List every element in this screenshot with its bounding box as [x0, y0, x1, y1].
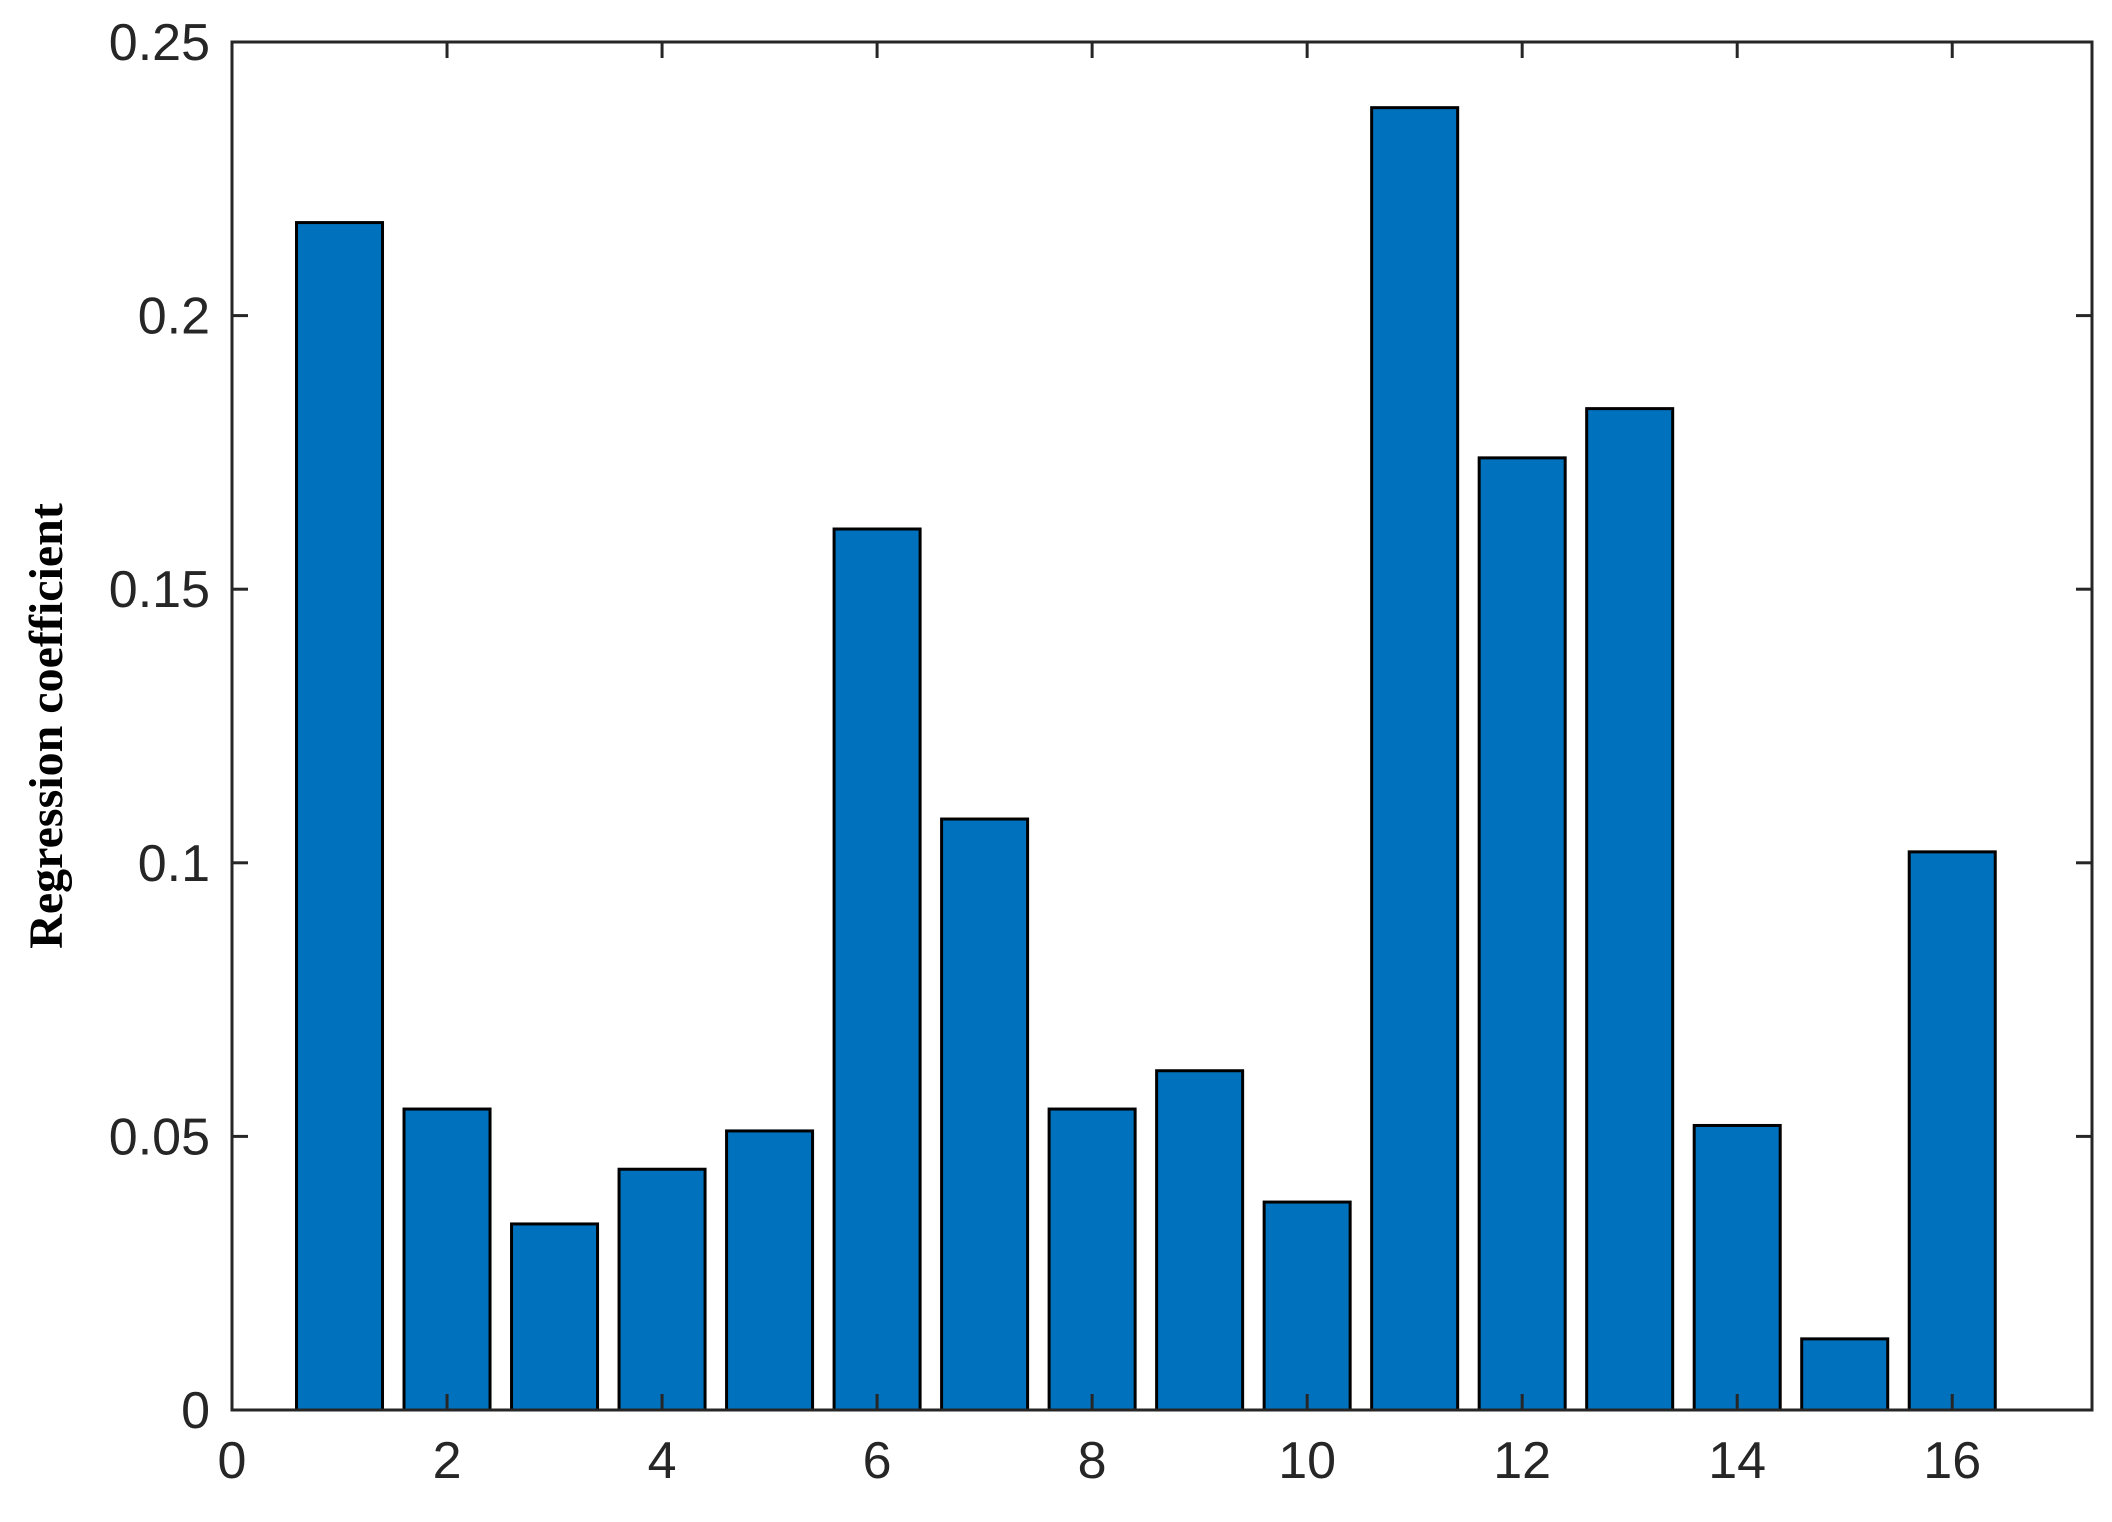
ticks-group — [230, 40, 2092, 1412]
plot-frame — [230, 40, 2094, 1412]
y-tick-label: 0.15 — [109, 561, 210, 619]
y-tick-label: 0.2 — [138, 288, 210, 346]
bar-14 — [1692, 1123, 1782, 1412]
bar-2 — [402, 1107, 492, 1412]
bar-1 — [295, 221, 385, 1412]
x-tick-label: 0 — [218, 1432, 247, 1490]
bar-3 — [510, 1222, 600, 1412]
bar-4 — [617, 1167, 707, 1412]
x-tick-label: 14 — [1708, 1432, 1766, 1490]
x-tick-label: 4 — [648, 1432, 677, 1490]
bar-9 — [1155, 1069, 1245, 1412]
bar-16 — [1907, 850, 1997, 1412]
bar-11 — [1370, 106, 1460, 1412]
bars-group — [295, 106, 1997, 1412]
y-tick-label: 0.05 — [109, 1108, 210, 1166]
x-tick-label: 10 — [1278, 1432, 1336, 1490]
y-axis-title: Regression coefficient — [20, 503, 73, 949]
y-tick-label: 0.1 — [138, 835, 210, 893]
bar-15 — [1800, 1337, 1890, 1412]
bar-6 — [832, 527, 922, 1412]
bar-13 — [1585, 407, 1675, 1412]
x-tick-label: 16 — [1923, 1432, 1981, 1490]
x-tick-label: 12 — [1493, 1432, 1551, 1490]
y-tick-labels: 0 0.05 0.1 0.15 0.2 0.25 — [109, 14, 210, 1440]
bar-12 — [1477, 456, 1567, 1412]
bar-5 — [725, 1129, 815, 1412]
y-tick-label: 0 — [181, 1382, 210, 1440]
x-tick-label: 2 — [433, 1432, 462, 1490]
bar-10 — [1262, 1200, 1352, 1412]
bar-7 — [940, 817, 1030, 1412]
x-tick-label: 8 — [1078, 1432, 1107, 1490]
x-tick-labels: 0 2 4 6 8 10 12 14 16 — [218, 1432, 1982, 1490]
bar-8 — [1047, 1107, 1137, 1412]
y-tick-label: 0.25 — [109, 14, 210, 72]
x-tick-label: 6 — [863, 1432, 892, 1490]
